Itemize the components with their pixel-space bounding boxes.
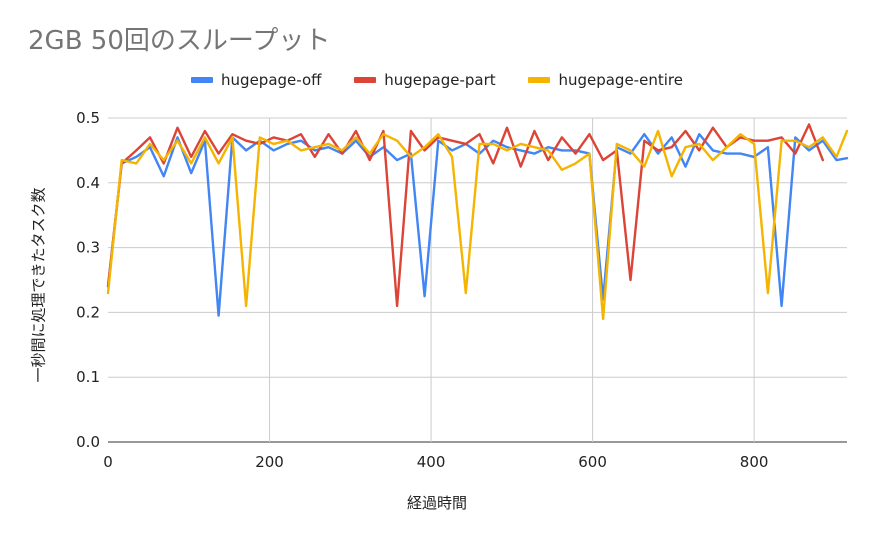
x-axis-label: 経過時間	[406, 494, 467, 512]
y-tick-label: 0.3	[76, 239, 100, 257]
series-line-hugepage-entire	[106, 129, 849, 321]
y-axis-label: 一秒間に処理できたタスク数	[29, 187, 48, 383]
y-tick-label: 0.0	[76, 433, 100, 451]
x-tick-label: 400	[417, 453, 446, 471]
legend-label-hugepage-part: hugepage-part	[384, 70, 496, 89]
x-tick-label: 800	[740, 453, 769, 471]
x-tick-label: 0	[103, 453, 113, 471]
legend: hugepage-off hugepage-part hugepage-enti…	[0, 70, 874, 89]
series-line-hugepage-part	[106, 123, 824, 308]
legend-swatch-hugepage-part	[354, 77, 377, 83]
legend-item-hugepage-part[interactable]: hugepage-part	[354, 70, 496, 89]
legend-swatch-hugepage-off	[191, 77, 214, 83]
y-tick-label: 0.4	[76, 174, 100, 192]
chart-title: 2GB 50回のスループット	[28, 26, 331, 56]
y-tick-label: 0.1	[76, 368, 100, 386]
legend-swatch-hugepage-entire	[528, 77, 551, 83]
legend-label-hugepage-off: hugepage-off	[221, 70, 322, 89]
x-tick-label: 600	[578, 453, 607, 471]
legend-item-hugepage-entire[interactable]: hugepage-entire	[528, 71, 683, 89]
x-tick-label: 200	[255, 453, 284, 471]
y-tick-label: 0.5	[76, 109, 100, 127]
legend-item-hugepage-off[interactable]: hugepage-off	[191, 71, 321, 89]
y-tick-label: 0.2	[76, 303, 100, 321]
legend-label-hugepage-entire: hugepage-entire	[558, 70, 683, 89]
